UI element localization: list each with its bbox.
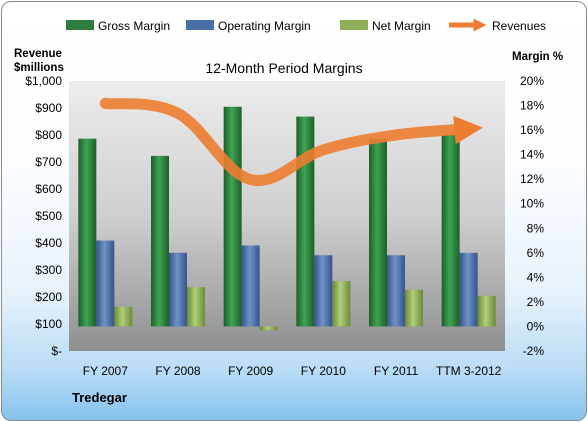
gross-margin-bar — [223, 106, 242, 327]
left-tick-label: $200 — [35, 290, 62, 304]
right-tick-label: 4% — [527, 270, 545, 284]
revenues-line — [99, 97, 483, 186]
category-label: FY 2010 — [301, 364, 346, 378]
left-tick-label: $600 — [35, 182, 62, 196]
right-tick-label: 2% — [527, 295, 545, 309]
net-margin-bar — [477, 295, 496, 327]
right-tick-label: 8% — [527, 221, 545, 235]
net-margin-bar — [187, 287, 205, 327]
right-tick-label: 16% — [520, 123, 544, 137]
right-tick-label: 12% — [520, 172, 544, 186]
operating-margin-bar — [314, 255, 333, 327]
right-tick-label: 18% — [520, 99, 544, 113]
left-tick-label: $700 — [35, 155, 62, 169]
left-axis-title-line1: Revenue — [14, 48, 62, 60]
bars — [78, 106, 496, 331]
right-tick-label: -2% — [523, 344, 545, 358]
left-tick-labels: $- $100 $200 $300 $400 $500 $600 $700 $800 $900 $1… — [25, 74, 62, 358]
left-tick-label: $1,000 — [25, 74, 62, 88]
operating-margin-bar — [96, 240, 115, 327]
right-tick-label: 10% — [520, 197, 544, 211]
legend-operating-label: Operating Margin — [218, 19, 311, 33]
right-axis-title: Margin % — [512, 51, 563, 63]
right-tick-label: 0% — [527, 319, 545, 333]
left-tick-label: $900 — [35, 101, 62, 115]
left-tick-label: $100 — [35, 317, 62, 331]
legend-gross-label: Gross Margin — [98, 19, 170, 33]
category-label: FY 2007 — [83, 364, 128, 378]
gross-margin-bar — [296, 116, 315, 327]
legend: Gross Margin Operating Margin Net Margin… — [66, 18, 546, 33]
left-tick-label: $300 — [35, 263, 62, 277]
legend-gross-swatch — [66, 20, 94, 30]
plot-area — [69, 81, 505, 351]
gross-margin-bar — [78, 138, 97, 327]
revenue-line-layer — [99, 97, 483, 186]
net-margin-bar — [405, 289, 423, 327]
net-margin-bar — [114, 306, 133, 327]
left-tick-label: $400 — [35, 236, 62, 250]
company-name: Tredegar — [72, 390, 127, 405]
net-margin-bar — [259, 326, 278, 331]
left-tick-label: $800 — [35, 128, 62, 142]
operating-margin-bar — [459, 252, 478, 327]
net-margin-bar — [332, 281, 351, 327]
category-label: FY 2009 — [228, 364, 273, 378]
gross-margin-bar — [151, 155, 169, 327]
right-tick-label: 6% — [527, 246, 545, 260]
gross-margin-bar — [369, 138, 387, 327]
category-label: FY 2008 — [155, 364, 200, 378]
category-label: FY 2011 — [374, 364, 419, 378]
legend-net-swatch — [340, 20, 368, 30]
right-tick-label: 14% — [520, 148, 544, 162]
legend-net-margin: Net Margin — [340, 19, 431, 33]
chart-title: 12-Month Period Margins — [205, 60, 362, 76]
right-tick-label: 20% — [520, 74, 544, 88]
legend-net-label: Net Margin — [372, 19, 431, 33]
operating-margin-bar — [241, 245, 260, 327]
left-axis-title-line2: $millions — [14, 62, 64, 74]
operating-margin-bar — [169, 252, 187, 327]
category-labels: FY 2007 FY 2008 FY 2009 FY 2010 FY 2011 TTM 3… — [83, 364, 502, 378]
left-tick-label: $- — [51, 344, 62, 358]
legend-gross-margin: Gross Margin — [66, 19, 170, 33]
gross-margin-bar — [441, 135, 460, 327]
legend-revenues: Revenues — [449, 18, 546, 33]
legend-revenues-label: Revenues — [492, 19, 546, 33]
right-tick-labels: -2% 0% 2% 4% 6% 8% 10% 12% 14% 16% 18% 20% — [520, 74, 544, 358]
legend-operating-margin: Operating Margin — [186, 19, 311, 33]
category-label: TTM 3-2012 — [436, 364, 502, 378]
legend-operating-swatch — [186, 20, 214, 30]
operating-margin-bar — [387, 255, 405, 327]
left-tick-label: $500 — [35, 209, 62, 223]
